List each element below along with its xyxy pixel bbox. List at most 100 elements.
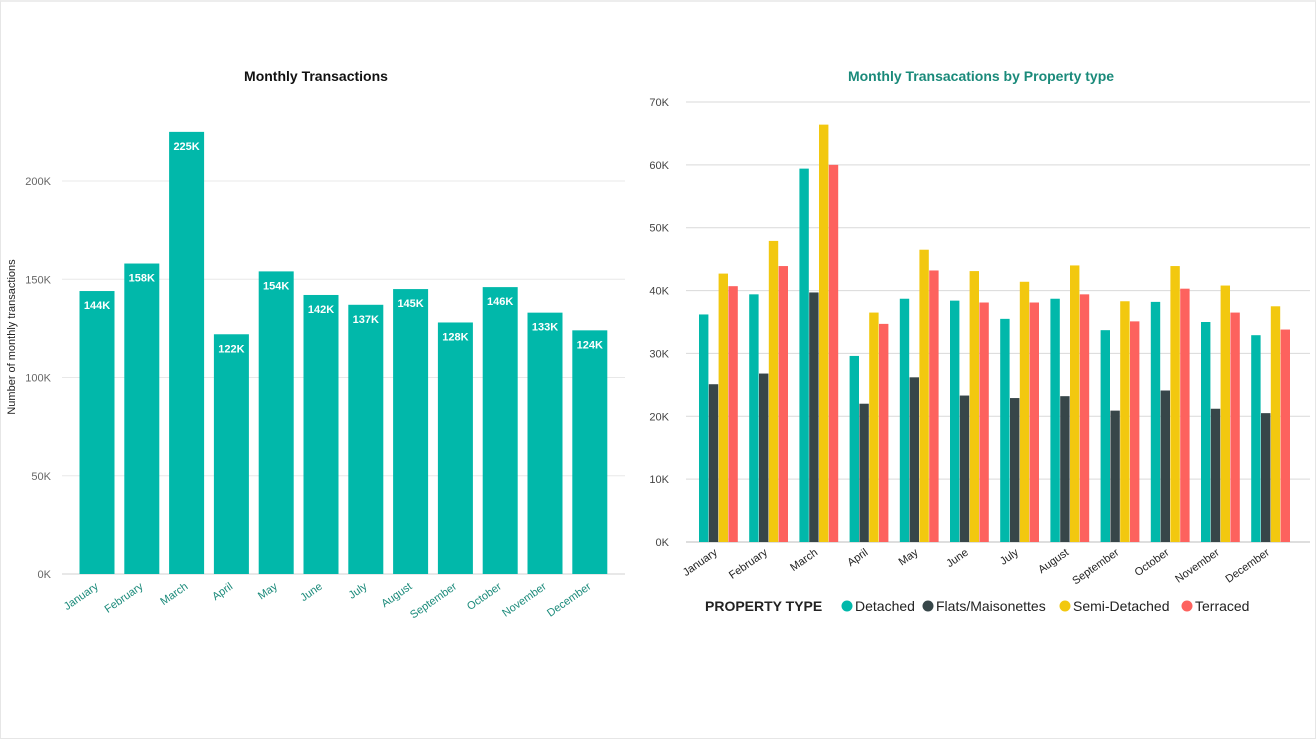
- y-tick-label: 0K: [656, 537, 670, 549]
- y-tick-label: 10K: [649, 474, 669, 486]
- bar: [258, 271, 294, 574]
- legend-label: Detached: [855, 598, 915, 614]
- y-tick-label: 200K: [25, 176, 51, 188]
- bar-semi-detached: [1120, 301, 1130, 542]
- bar-terraced: [778, 266, 788, 542]
- bar: [348, 304, 384, 574]
- x-tick-label: January: [681, 546, 720, 579]
- bar: [169, 131, 205, 574]
- x-tick-label: February: [727, 546, 770, 581]
- bar-semi-detached: [969, 271, 979, 542]
- bar-terraced: [1180, 288, 1190, 542]
- bar-detached: [749, 294, 759, 542]
- data-label: 158K: [129, 273, 155, 285]
- bar-semi-detached: [869, 312, 879, 542]
- bar-terraced: [828, 164, 839, 542]
- legend-label: Terraced: [1195, 598, 1249, 614]
- legend-marker: [1181, 600, 1193, 612]
- bar-terraced: [728, 286, 738, 542]
- legend-marker: [841, 600, 853, 612]
- bar-flats-maisonettes: [1060, 396, 1070, 542]
- bar-semi-detached: [819, 124, 829, 542]
- x-tick-label: August: [1036, 547, 1071, 576]
- y-tick-label: 70K: [649, 97, 669, 109]
- y-tick-label: 0K: [38, 569, 52, 581]
- data-label: 124K: [577, 339, 603, 351]
- x-tick-label: September: [1070, 546, 1121, 587]
- bar-semi-detached: [1070, 265, 1080, 542]
- bar-terraced: [1029, 302, 1039, 542]
- bar-flats-maisonettes: [909, 377, 919, 542]
- bar-flats-maisonettes: [708, 384, 719, 542]
- legend-label: Flats/Maisonettes: [936, 598, 1046, 614]
- x-tick-label: December: [1223, 546, 1272, 585]
- bar: [572, 330, 608, 574]
- data-label: 154K: [263, 280, 289, 292]
- x-tick-label: November: [1173, 546, 1222, 585]
- data-label: 133K: [532, 322, 558, 334]
- bar-semi-detached: [1170, 266, 1180, 542]
- bar-detached: [799, 168, 809, 542]
- bar: [527, 312, 563, 574]
- bar-detached: [1050, 298, 1060, 542]
- chart-title-by-property-type: Monthly Transacations by Property type: [847, 68, 1115, 84]
- bar-terraced: [979, 302, 989, 542]
- bar-semi-detached: [768, 240, 779, 542]
- x-tick-label: October: [1133, 546, 1172, 578]
- data-label: 144K: [84, 300, 110, 312]
- y-tick-label: 50K: [31, 471, 51, 483]
- bar-terraced: [1280, 329, 1290, 542]
- bar: [303, 294, 339, 574]
- data-label: 137K: [353, 314, 379, 326]
- y-tick-label: 100K: [25, 373, 51, 385]
- x-tick-label: March: [788, 547, 820, 574]
- y-tick-label: 150K: [25, 274, 51, 286]
- bar-semi-detached: [919, 249, 929, 542]
- bar-flats-maisonettes: [1210, 408, 1221, 542]
- bar-flats-maisonettes: [759, 373, 769, 542]
- bar-flats-maisonettes: [959, 395, 970, 542]
- legend-marker: [922, 600, 934, 612]
- bar-terraced: [1079, 294, 1090, 542]
- bar: [437, 322, 473, 574]
- bar-detached: [950, 300, 960, 542]
- data-label: 142K: [308, 304, 334, 316]
- data-label: 146K: [487, 296, 513, 308]
- bar-terraced: [1230, 312, 1240, 542]
- bar-flats-maisonettes: [859, 403, 869, 542]
- bar-detached: [1251, 335, 1261, 542]
- bar-semi-detached: [1019, 281, 1030, 542]
- data-label: 128K: [442, 331, 468, 343]
- bar-semi-detached: [1270, 306, 1281, 542]
- bar-detached: [1150, 301, 1161, 542]
- y-tick-label: 50K: [649, 223, 669, 235]
- x-tick-label: April: [845, 547, 870, 569]
- bar-terraced: [879, 323, 889, 542]
- bar-flats-maisonettes: [1010, 398, 1020, 542]
- bar-detached: [1000, 318, 1010, 542]
- y-tick-label: 60K: [649, 160, 669, 172]
- bar-detached: [899, 298, 910, 542]
- bar-semi-detached: [1220, 285, 1230, 542]
- bar-detached: [849, 355, 859, 542]
- chart-title-monthly-transactions: Monthly Transactions: [244, 68, 388, 84]
- data-label: 225K: [173, 141, 199, 153]
- bar-detached: [699, 314, 709, 542]
- chart-monthly-transactions[interactable]: 0K 50K 100K 150K 200K Number of monthly trans…: [0, 0, 650, 738]
- bar-flats-maisonettes: [1110, 410, 1120, 542]
- bar-detached: [1100, 330, 1110, 542]
- y-tick-label: 20K: [649, 411, 669, 423]
- x-tick-label: May: [897, 546, 921, 568]
- data-label: 122K: [218, 343, 244, 355]
- bar-flats-maisonettes: [1160, 390, 1170, 542]
- legend-label: Semi-Detached: [1073, 598, 1170, 614]
- bar: [124, 263, 160, 574]
- legend-marker: [1059, 600, 1071, 612]
- bar: [393, 289, 429, 574]
- bar-flats-maisonettes: [809, 292, 819, 542]
- bar: [482, 287, 518, 574]
- bar-flats-maisonettes: [1261, 413, 1271, 542]
- bar-terraced: [1130, 321, 1140, 542]
- bar-terraced: [929, 270, 939, 542]
